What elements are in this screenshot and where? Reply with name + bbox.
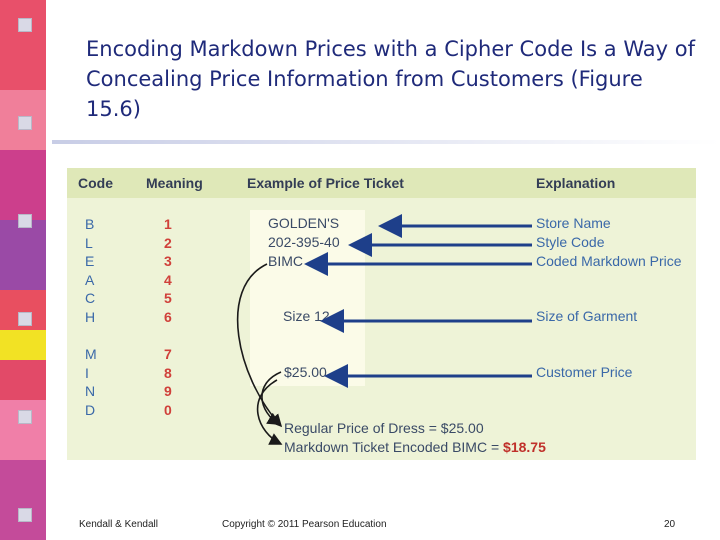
code-digit: 7 xyxy=(164,346,172,362)
strip-band xyxy=(0,0,46,90)
regular-price-line: Regular Price of Dress = $25.00 xyxy=(284,420,484,436)
strip-square xyxy=(18,214,32,228)
markdown-value: $18.75 xyxy=(503,439,546,455)
strip-band xyxy=(0,150,46,220)
code-letter: N xyxy=(85,383,96,400)
strip-band xyxy=(0,360,46,400)
slide-title: Encoding Markdown Prices with a Cipher C… xyxy=(86,37,695,121)
code-digit: 9 xyxy=(164,383,172,400)
title-divider xyxy=(52,140,720,144)
ticket-size: Size 12 xyxy=(283,308,330,324)
header-explanation: Explanation xyxy=(536,175,616,191)
ticket-coded-price: BIMC xyxy=(268,253,303,269)
header-meaning: Meaning xyxy=(146,175,203,191)
strip-square xyxy=(18,116,32,130)
explanation-store-name: Store Name xyxy=(536,215,611,231)
header-ticket: Example of Price Ticket xyxy=(247,175,404,191)
price-cipher-figure: Code Meaning Example of Price Ticket Exp… xyxy=(67,168,696,460)
strip-square xyxy=(18,508,32,522)
strip-square xyxy=(18,410,32,424)
code-letter: B xyxy=(85,216,95,232)
code-digit: 3 xyxy=(164,253,172,270)
ticket-price: $25.00 xyxy=(284,364,327,380)
markdown-label: Markdown Ticket Encoded BIMC = xyxy=(284,439,504,455)
strip-band xyxy=(0,400,46,460)
ticket-store-name: GOLDEN'S xyxy=(268,215,340,231)
code-letter: A xyxy=(85,271,95,288)
explanation-price: Customer Price xyxy=(536,364,633,380)
code-digit: 8 xyxy=(164,364,172,381)
explanation-style-code: Style Code xyxy=(536,234,605,250)
code-digit: 2 xyxy=(164,234,172,251)
strip-band xyxy=(0,460,46,540)
arrow-price-to-markdown xyxy=(256,379,283,445)
ticket-style-code: 202-395-40 xyxy=(268,234,340,250)
arrow-price-to-regular xyxy=(261,371,282,425)
price-ticket xyxy=(250,210,365,386)
code-digit: 4 xyxy=(164,271,172,288)
strip-band xyxy=(0,330,46,360)
explanation-size: Size of Garment xyxy=(536,308,638,324)
arrow-bimc-to-markdown xyxy=(236,263,283,428)
code-letter: E xyxy=(85,253,95,270)
figure-header-row: Code Meaning Example of Price Ticket Exp… xyxy=(67,168,696,198)
code-digit: 6 xyxy=(164,309,172,325)
strip-square xyxy=(18,18,32,32)
code-letter: L xyxy=(85,234,93,251)
strip-band xyxy=(0,220,46,290)
code-letter: D xyxy=(85,401,96,418)
header-code: Code xyxy=(78,175,113,191)
code-digit: 1 xyxy=(164,216,172,232)
code-letter: M xyxy=(85,346,97,362)
code-letter: H xyxy=(85,309,96,325)
strip-square xyxy=(18,312,32,326)
code-letter: C xyxy=(85,290,96,307)
page-number: 20 xyxy=(664,519,676,530)
figure-arrows xyxy=(236,214,532,445)
markdown-line: Markdown Ticket Encoded BIMC = $18.75 xyxy=(284,439,546,455)
code-digit: 5 xyxy=(164,290,172,307)
footer-authors: Kendall & Kendall xyxy=(79,519,158,530)
code-digit: 0 xyxy=(164,401,172,418)
decorative-quilt-strip xyxy=(0,0,46,540)
explanation-coded-price: Coded Markdown Price xyxy=(536,253,682,269)
code-letter: I xyxy=(85,364,89,381)
footer-copyright: Copyright © 2011 Pearson Education xyxy=(222,519,387,530)
